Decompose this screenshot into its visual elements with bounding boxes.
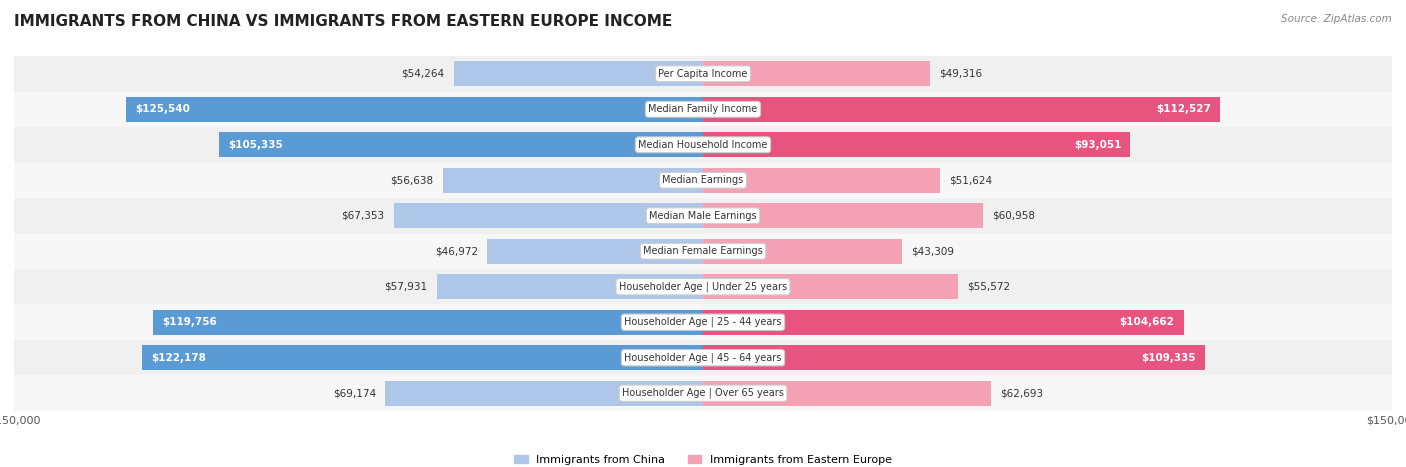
Bar (14, 92, 1392, 127)
Text: Householder Age | 25 - 44 years: Householder Age | 25 - 44 years (624, 317, 782, 327)
Text: $55,572: $55,572 (967, 282, 1011, 292)
Text: $56,638: $56,638 (391, 175, 433, 185)
Text: Householder Age | Over 65 years: Householder Age | Over 65 years (621, 388, 785, 398)
Bar (488, 239, 703, 264)
Bar (219, 132, 703, 157)
Text: $69,174: $69,174 (333, 388, 375, 398)
Text: Median Earnings: Median Earnings (662, 175, 744, 185)
Bar (14, 163, 1392, 198)
Bar (703, 274, 959, 299)
Bar (14, 340, 1392, 375)
Text: $104,662: $104,662 (1119, 317, 1174, 327)
Text: Householder Age | 45 - 64 years: Householder Age | 45 - 64 years (624, 353, 782, 363)
Text: $93,051: $93,051 (1074, 140, 1121, 150)
Legend: Immigrants from China, Immigrants from Eastern Europe: Immigrants from China, Immigrants from E… (510, 450, 896, 467)
Bar (703, 132, 1130, 157)
Text: $54,264: $54,264 (402, 69, 444, 79)
Bar (703, 239, 901, 264)
Text: Source: ZipAtlas.com: Source: ZipAtlas.com (1281, 14, 1392, 24)
Bar (443, 168, 703, 193)
Bar (14, 304, 1392, 340)
Bar (454, 61, 703, 86)
Text: $60,958: $60,958 (993, 211, 1035, 221)
Text: $119,756: $119,756 (162, 317, 217, 327)
Bar (385, 381, 703, 406)
Text: $122,178: $122,178 (150, 353, 205, 363)
Bar (14, 127, 1392, 163)
Bar (703, 61, 929, 86)
Text: Per Capita Income: Per Capita Income (658, 69, 748, 79)
Text: $109,335: $109,335 (1142, 353, 1197, 363)
Bar (127, 97, 703, 122)
Bar (703, 203, 983, 228)
Bar (703, 345, 1205, 370)
Bar (437, 274, 703, 299)
Bar (14, 234, 1392, 269)
Bar (703, 97, 1220, 122)
Text: $62,693: $62,693 (1000, 388, 1043, 398)
Text: Median Male Earnings: Median Male Earnings (650, 211, 756, 221)
Bar (153, 310, 703, 335)
Bar (394, 203, 703, 228)
Text: Median Household Income: Median Household Income (638, 140, 768, 150)
Text: Median Female Earnings: Median Female Earnings (643, 246, 763, 256)
Text: $125,540: $125,540 (135, 104, 190, 114)
Text: $51,624: $51,624 (949, 175, 993, 185)
Text: Householder Age | Under 25 years: Householder Age | Under 25 years (619, 282, 787, 292)
Bar (703, 168, 941, 193)
Text: IMMIGRANTS FROM CHINA VS IMMIGRANTS FROM EASTERN EUROPE INCOME: IMMIGRANTS FROM CHINA VS IMMIGRANTS FROM… (14, 14, 672, 29)
Bar (14, 198, 1392, 234)
Text: $43,309: $43,309 (911, 246, 955, 256)
Text: $105,335: $105,335 (228, 140, 283, 150)
Text: $49,316: $49,316 (939, 69, 981, 79)
Bar (703, 310, 1184, 335)
Text: $46,972: $46,972 (434, 246, 478, 256)
Bar (703, 381, 991, 406)
Bar (142, 345, 703, 370)
Bar (14, 56, 1392, 92)
Bar (14, 375, 1392, 411)
Text: $67,353: $67,353 (342, 211, 384, 221)
Text: $112,527: $112,527 (1156, 104, 1211, 114)
Text: Median Family Income: Median Family Income (648, 104, 758, 114)
Text: $57,931: $57,931 (385, 282, 427, 292)
Bar (14, 269, 1392, 304)
